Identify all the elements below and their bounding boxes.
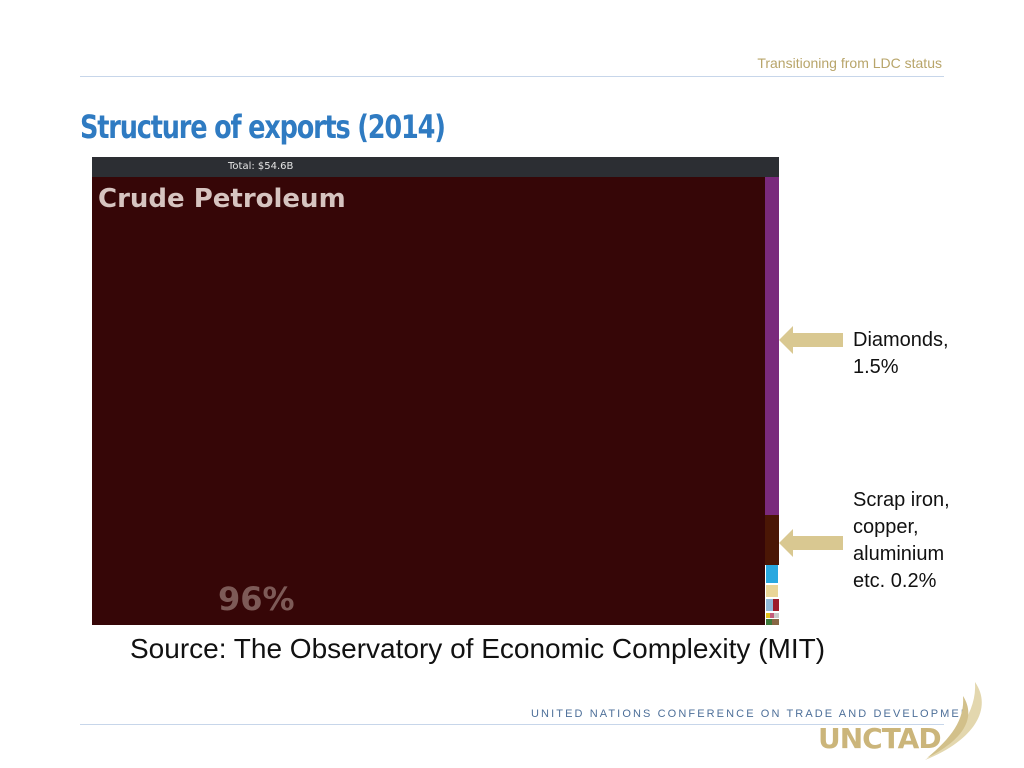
annotation-scrap-line: Scrap iron, [853, 489, 950, 511]
tile-tiny-brown [772, 619, 779, 625]
annotation-scrap-line: etc. 0.2% [853, 570, 937, 592]
unctad-swoosh-icon [925, 682, 982, 760]
tile-small-red [773, 599, 779, 611]
tile-crude-petroleum [92, 177, 765, 625]
annotation-diamonds-line: 1.5% [853, 356, 899, 378]
annotation-scrap-line: copper, [853, 516, 919, 538]
tile-small-cream [766, 585, 778, 597]
tile-small-lightblue [766, 599, 773, 611]
footer-divider [80, 724, 944, 725]
footer-org-name: UNITED NATIONS CONFERENCE ON TRADE AND D… [531, 708, 980, 720]
unctad-logo: UNCTAD [818, 722, 942, 755]
annotation-scrap: Scrap iron, copper, aluminium etc. 0.2% [853, 487, 950, 595]
source-citation: Source: The Observatory of Economic Comp… [130, 633, 826, 664]
slide-title: Structure of exports (2014) [80, 108, 446, 146]
tile-crude-petroleum-share: 96% [218, 580, 295, 618]
tile-diamonds [765, 177, 779, 515]
tile-tiny-grey [774, 613, 779, 618]
header-divider [80, 76, 944, 77]
tile-scrap-metals [765, 515, 779, 565]
annotation-diamonds: Diamonds, 1.5% [853, 327, 949, 381]
tile-tiny-yellow [766, 613, 770, 618]
annotation-diamonds-line: Diamonds, [853, 329, 949, 351]
tile-crude-petroleum-label: Crude Petroleum [98, 184, 346, 214]
scrap-arrow-icon [779, 529, 843, 557]
treemap-header-bar [92, 157, 779, 177]
header-subtitle: Transitioning from LDC status [757, 55, 942, 71]
treemap-svg: Total: $54.6B Crude Petroleum 96% [92, 157, 779, 625]
tile-tiny-green [766, 619, 772, 625]
export-treemap: Total: $54.6B Crude Petroleum 96% [92, 157, 779, 625]
tile-tiny-pink [770, 613, 774, 618]
diamonds-arrow-icon [779, 326, 843, 354]
treemap-total-label: Total: $54.6B [227, 161, 294, 172]
tile-small-blue [766, 565, 778, 583]
annotation-scrap-line: aluminium [853, 543, 945, 565]
